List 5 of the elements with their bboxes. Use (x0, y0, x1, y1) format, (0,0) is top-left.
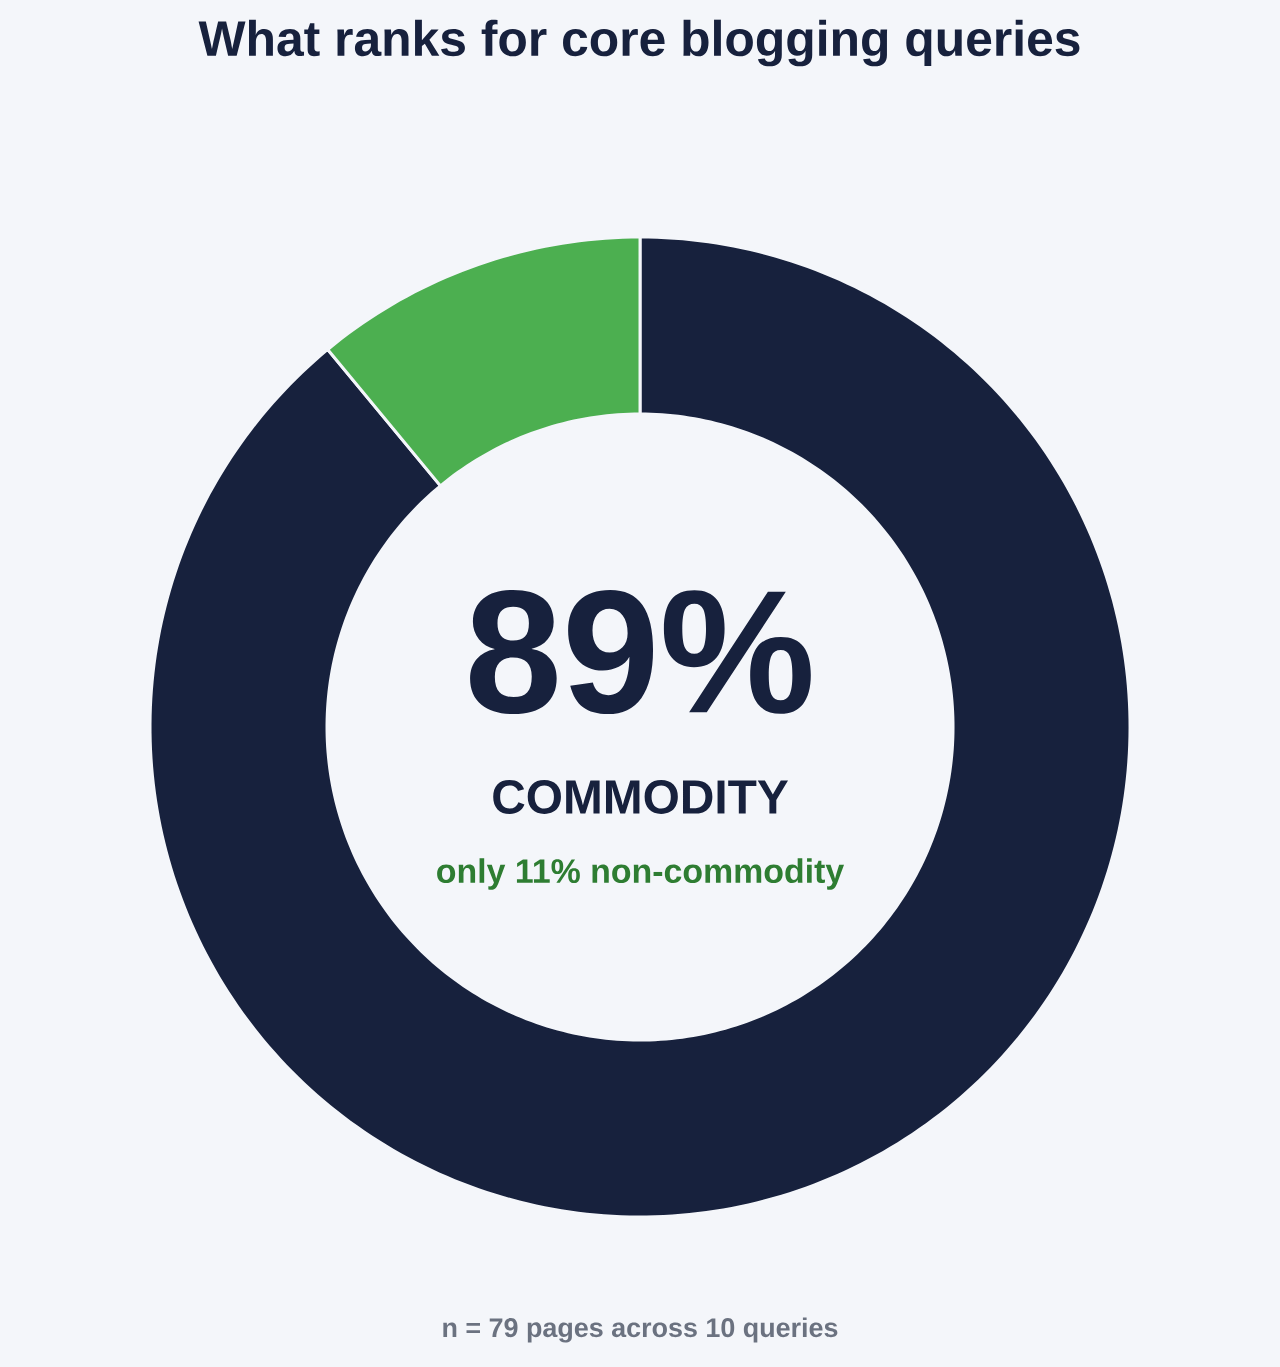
text: 89% (470, 589, 811, 715)
text: only 11% non-commodity (437, 858, 845, 890)
text: COMMODITY (493, 780, 789, 814)
chart-title: What ranks for core blogging queries (198, 19, 1080, 67)
text: n = 79 pages across 10 queries (443, 1317, 838, 1343)
